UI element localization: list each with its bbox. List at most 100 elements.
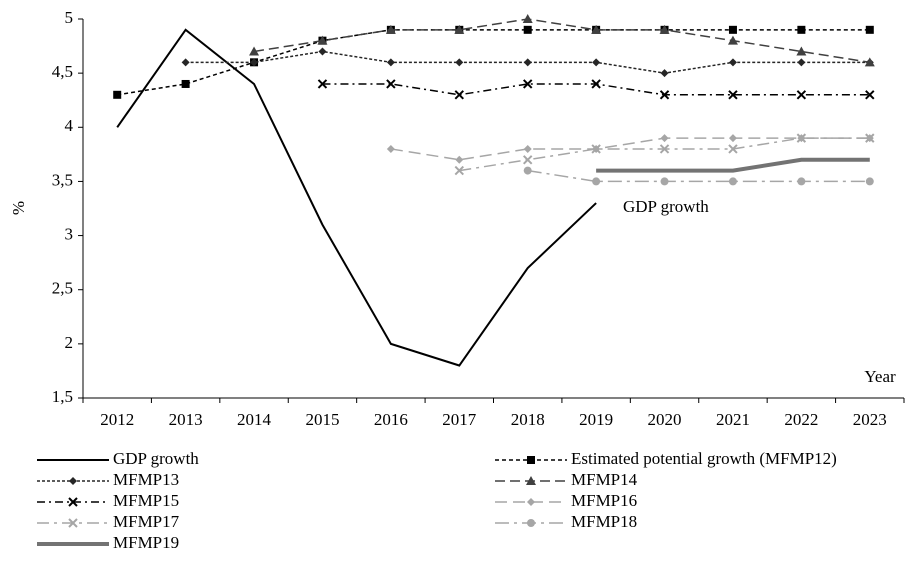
x-tick-label: 2015: [305, 410, 339, 429]
legend-label: MFMP18: [571, 512, 637, 531]
x-tick-label: 2020: [648, 410, 682, 429]
data-point: [592, 177, 601, 186]
data-point: [796, 133, 807, 143]
data-point: [317, 79, 328, 89]
data-point: [864, 57, 875, 67]
legend-marker: [68, 497, 78, 507]
data-point: [728, 25, 737, 34]
y-tick-label: 2: [65, 333, 74, 352]
data-point: [523, 25, 532, 34]
annotation: GDP growth: [623, 197, 709, 216]
y-tick-label: 5: [65, 8, 74, 27]
x-tick-label: 2012: [100, 410, 134, 429]
series-line: [596, 157, 870, 173]
legend-label: MFMP15: [113, 491, 179, 510]
data-point: [522, 14, 533, 23]
legend-marker: [69, 477, 77, 485]
data-point: [523, 155, 533, 165]
data-point: [591, 79, 601, 89]
data-point: [865, 25, 874, 34]
legend-label: GDP growth: [113, 449, 199, 468]
data-point: [523, 144, 532, 153]
data-point: [659, 24, 670, 34]
data-point: [660, 69, 669, 78]
x-axis-title: Year: [864, 367, 896, 386]
data-point: [660, 134, 669, 143]
legend-marker: [526, 476, 536, 485]
y-tick-label: 1,5: [52, 387, 73, 406]
data-point: [797, 25, 806, 34]
legend-label: MFMP13: [113, 470, 179, 489]
x-tick-label: 2022: [784, 410, 818, 429]
series-line: [116, 28, 597, 367]
y-tick-label: 3,5: [52, 170, 73, 189]
data-point: [181, 79, 190, 88]
data-point: [523, 166, 532, 175]
data-point: [728, 90, 738, 100]
legend-label: MFMP14: [571, 470, 638, 489]
data-point: [592, 58, 601, 67]
series-line: [253, 18, 870, 64]
series-line: [117, 29, 870, 96]
data-point: [455, 58, 464, 67]
legend-label: Estimated potential growth (MFMP12): [571, 449, 837, 468]
data-point: [181, 58, 190, 67]
data-point: [727, 35, 738, 45]
data-point: [455, 155, 464, 164]
data-point: [659, 90, 670, 100]
data-point: [317, 35, 328, 45]
data-point: [591, 24, 602, 34]
y-tick-label: 4: [65, 116, 74, 135]
data-point: [318, 47, 327, 56]
legend-label: MFMP19: [113, 533, 179, 552]
data-point: [249, 46, 260, 56]
data-point: [523, 58, 532, 67]
x-tick-label: 2019: [579, 410, 613, 429]
data-point: [523, 79, 533, 89]
data-point: [385, 24, 396, 34]
legend-marker: [527, 456, 535, 464]
legend-label: MFMP16: [571, 491, 637, 510]
y-tick-label: 3: [65, 224, 74, 243]
data-point: [454, 90, 464, 100]
data-point: [454, 24, 465, 34]
data-point: [797, 177, 806, 186]
data-point: [728, 58, 737, 67]
series-line: [322, 83, 870, 96]
data-point: [454, 165, 464, 176]
data-point: [113, 90, 122, 99]
legend-marker: [527, 498, 535, 506]
x-tick-label: 2017: [442, 410, 477, 429]
data-point: [728, 134, 737, 143]
y-axis-title: %: [9, 201, 28, 215]
x-tick-label: 2013: [169, 410, 203, 429]
legend-label: MFMP17: [113, 512, 180, 531]
data-point: [796, 46, 807, 56]
data-point: [591, 144, 601, 154]
data-point: [386, 58, 395, 67]
x-tick-label: 2018: [511, 410, 545, 429]
x-tick-label: 2016: [374, 410, 408, 429]
data-point: [250, 58, 259, 67]
series-line: [527, 169, 870, 183]
x-tick-label: 2023: [853, 410, 887, 429]
data-point: [865, 133, 875, 143]
data-point: [865, 177, 874, 186]
x-tick-label: 2014: [237, 410, 272, 429]
legend-marker: [527, 519, 535, 527]
y-tick-label: 2,5: [52, 279, 73, 298]
data-point: [386, 144, 395, 153]
data-point: [728, 177, 737, 186]
data-point: [659, 144, 670, 154]
series-line: [390, 137, 870, 161]
x-tick-label: 2021: [716, 410, 750, 429]
data-point: [386, 79, 396, 89]
data-point: [797, 58, 806, 67]
series-line: [459, 137, 870, 172]
legend-marker: [68, 518, 78, 528]
y-tick-label: 4,5: [52, 62, 73, 81]
data-point: [728, 144, 738, 154]
data-point: [660, 177, 669, 186]
data-point: [865, 90, 875, 100]
